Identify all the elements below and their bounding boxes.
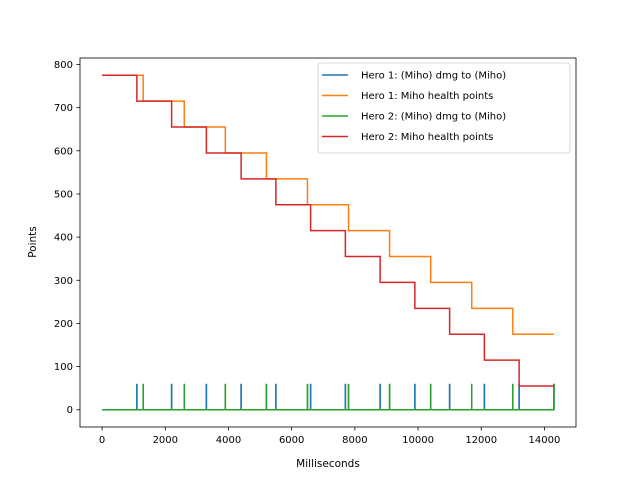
series-1-line <box>102 383 555 411</box>
y-tick-label-400: 400 <box>54 233 73 244</box>
x-tick-label-8000: 8000 <box>342 435 367 446</box>
x-tick-label-10000: 10000 <box>402 435 434 446</box>
legend: Hero 1: (Miho) dmg to (Miho) Hero 1: Miho… <box>317 62 571 154</box>
y-tick-label-700: 700 <box>54 103 73 114</box>
plot-frame <box>79 57 577 428</box>
x-tick-label-6000: 6000 <box>279 435 304 446</box>
legend-label-4: Hero 2: Miho health points <box>361 132 493 143</box>
x-tick-label-2000: 2000 <box>153 435 178 446</box>
y-tick-label-600: 600 <box>54 146 73 157</box>
legend-label-2: Hero 1: Miho health points <box>361 91 493 102</box>
axes-layer: 0 2000 4000 6000 8000 10000 12000 14000 0 100 200 3… <box>54 60 560 446</box>
y-tick-label-100: 100 <box>54 362 73 373</box>
series-3-spikes <box>102 383 555 411</box>
y-tick-label-500: 500 <box>54 189 73 200</box>
legend-label-3: Hero 2: (Miho) dmg to (Miho) <box>361 112 506 123</box>
series-layer <box>102 74 555 411</box>
series-4-step-line <box>102 74 554 387</box>
x-tick-label-12000: 12000 <box>465 435 497 446</box>
x-axis-label: Milliseconds <box>296 458 360 470</box>
y-tick-label-200: 200 <box>54 319 73 330</box>
series-1-spikes <box>102 383 555 411</box>
y-tick-label-800: 800 <box>54 60 73 71</box>
series-3-line <box>102 383 555 411</box>
x-tick-label-0: 0 <box>99 435 105 446</box>
x-tick-label-4000: 4000 <box>216 435 241 446</box>
y-axis-label: Points <box>27 226 39 258</box>
y-tick-label-0: 0 <box>67 405 73 416</box>
y-tick-label-300: 300 <box>54 276 73 287</box>
series-2-step-line <box>102 74 554 335</box>
x-tick-label-14000: 14000 <box>529 435 561 446</box>
legend-label-1: Hero 1: (Miho) dmg to (Miho) <box>361 71 506 82</box>
legend-frame <box>317 62 571 154</box>
